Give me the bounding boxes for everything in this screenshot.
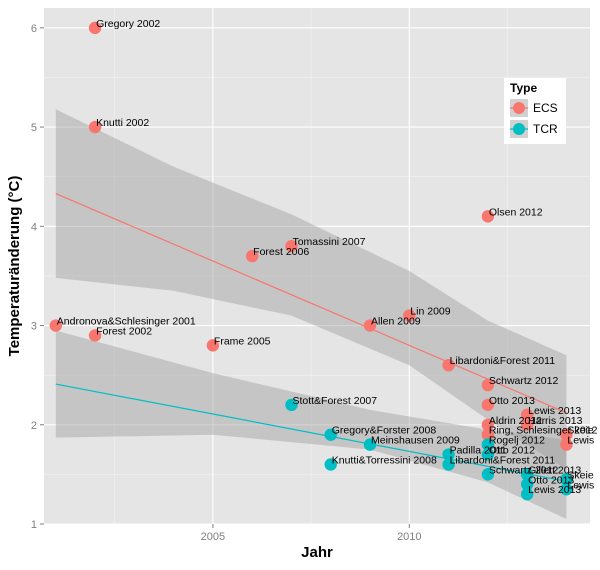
data-point-ecs — [403, 309, 416, 322]
data-point-tcr — [481, 438, 495, 451]
grid-major — [44, 8, 590, 525]
point-label: Skeie — [567, 469, 593, 481]
point-label: Tomassini 2007 — [292, 236, 365, 248]
point-label: Aldrin 2012 — [489, 415, 542, 427]
data-point-ecs — [560, 438, 573, 451]
data-point-tcr — [285, 398, 298, 412]
data-point-ecs — [206, 339, 220, 352]
y-tick-label: 1 — [31, 519, 37, 531]
point-label: Lewis — [567, 479, 594, 491]
point-label: Schwartz 2012 — [489, 375, 559, 387]
data-point-ecs — [88, 120, 102, 134]
data-point-ecs — [49, 319, 62, 332]
point-label: Knutti&Torressini 2008 — [332, 454, 437, 466]
point-label: Forest 2006 — [253, 246, 309, 258]
point-label: Libardoni&Forest 2011 — [450, 454, 556, 466]
confidence-band-ecs — [55, 109, 567, 470]
trend-line-ecs — [55, 193, 567, 414]
confidence-bands — [55, 109, 567, 520]
axis-ticks: 2005 2010 1 2 3 4 5 6 — [31, 23, 422, 543]
data-point-ecs — [245, 249, 259, 263]
data-points — [49, 21, 573, 501]
legend-point-ecs — [513, 102, 525, 114]
point-label: Ring, Schlesinger 2012 — [489, 425, 598, 437]
data-point-tcr — [520, 488, 534, 501]
point-label: Schwartz 2012 — [489, 464, 559, 476]
data-point-ecs — [481, 210, 495, 223]
point-labels: Gregory 2002 Knutti 2002 Andronova&Schlesi… — [57, 18, 598, 496]
point-label: Olsen 2012 — [489, 206, 543, 218]
trend-lines — [55, 193, 567, 482]
point-label: Allen 2009 — [371, 316, 421, 328]
point-label: Otto 2012 — [489, 445, 535, 457]
legend: Type ECS TCR — [504, 78, 566, 144]
point-label: Forest 2002 — [96, 325, 152, 337]
y-tick-label: 4 — [31, 221, 37, 233]
point-label: Rogelj 2012 — [489, 435, 545, 447]
point-label: Skeie — [567, 425, 593, 437]
data-point-ecs — [442, 359, 455, 372]
data-point-ecs — [88, 329, 102, 342]
y-tick-label: 2 — [31, 420, 37, 432]
data-point-ecs — [481, 418, 495, 431]
data-point-tcr — [442, 448, 455, 461]
point-label: Padilla 2011 — [450, 445, 507, 457]
data-point-ecs — [481, 378, 495, 392]
data-point-ecs — [363, 319, 377, 332]
y-tick-label: 3 — [31, 321, 37, 333]
point-label: Lewis — [567, 435, 594, 447]
data-point-tcr — [363, 438, 377, 451]
data-point-ecs — [560, 428, 573, 441]
data-point-ecs — [285, 239, 298, 253]
x-tick-label: 2005 — [201, 531, 225, 543]
y-axis-title: Temperaturänderung (°C) — [6, 176, 23, 357]
data-point-tcr — [442, 458, 455, 471]
x-axis-title: Jahr — [301, 544, 333, 561]
data-point-ecs — [520, 408, 534, 422]
y-tick-label: 5 — [31, 122, 37, 134]
data-point-tcr — [520, 478, 534, 491]
panel-background — [44, 8, 590, 524]
point-label: Andronova&Schlesinger 2001 — [57, 316, 196, 328]
trend-line-tcr — [55, 383, 567, 482]
legend-label-tcr: TCR — [533, 122, 558, 136]
data-point-ecs — [481, 428, 495, 441]
point-label: Libardoni&Forest 2011 — [450, 355, 556, 367]
point-label: Lewis 2013 — [528, 405, 581, 417]
legend-point-tcr — [513, 123, 525, 135]
data-point-tcr — [324, 458, 337, 471]
point-label: Otto 2013 — [528, 474, 574, 486]
point-label: Gregory 2002 — [96, 18, 160, 30]
point-label: Knutti 2002 — [96, 117, 149, 129]
data-point-tcr — [324, 428, 337, 441]
data-point-ecs — [88, 21, 102, 35]
data-point-tcr — [560, 473, 573, 486]
point-label: Harris 2013 — [528, 415, 582, 427]
data-point-tcr — [481, 448, 495, 461]
data-point-tcr — [560, 483, 573, 496]
point-label: Lewis 2013 — [528, 484, 581, 496]
data-point-tcr — [520, 468, 534, 481]
x-tick-label: 2010 — [397, 531, 421, 543]
point-label: Otto 2013 — [489, 395, 535, 407]
point-label: Stott&Forest 2007 — [292, 395, 377, 407]
data-point-ecs — [520, 418, 534, 431]
point-label: Gillett 2013 — [528, 464, 581, 476]
point-label: Frame 2005 — [214, 335, 271, 347]
legend-label-ecs: ECS — [533, 101, 558, 115]
point-label: Gregory&Forster 2008 — [332, 425, 437, 437]
data-point-tcr — [481, 468, 495, 481]
point-label: Lin 2009 — [410, 306, 450, 318]
confidence-band-tcr — [55, 330, 567, 520]
y-tick-label: 6 — [31, 23, 37, 35]
legend-title: Type — [510, 81, 537, 95]
point-label: Meinshausen 2009 — [371, 435, 460, 447]
data-point-ecs — [481, 398, 495, 412]
